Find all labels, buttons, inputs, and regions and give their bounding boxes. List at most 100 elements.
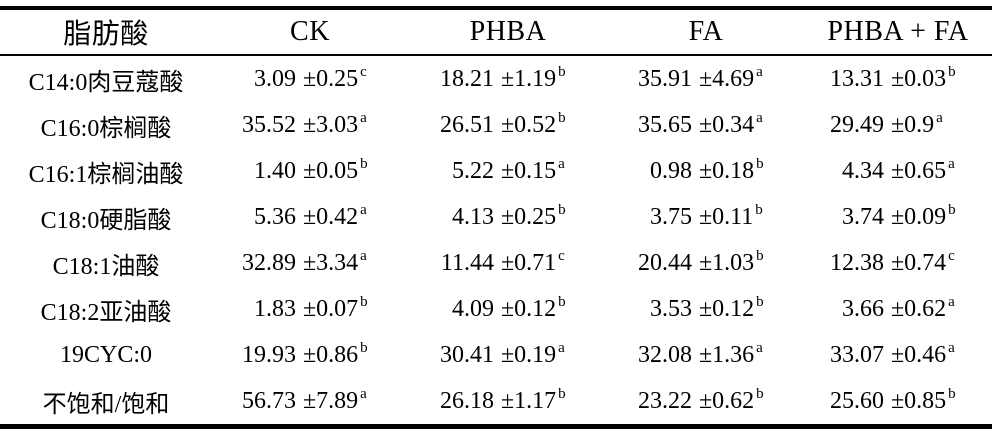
- mean-value: 29.49: [830, 111, 884, 138]
- mean-sd-group: 3.09 ±0.25 c: [234, 64, 386, 93]
- plus-minus-symbol: ±: [699, 157, 713, 184]
- sd-value: 0.12: [712, 295, 755, 322]
- value-cell: 26.51 ±0.52 b: [408, 102, 608, 148]
- sd-value: 0.74: [904, 249, 947, 276]
- plus-minus-symbol: ±: [699, 249, 713, 276]
- value-cell: 32.89 ±3.34 a: [212, 240, 408, 286]
- plus-minus-sd: ±0.09: [891, 204, 946, 231]
- fatty-acid-name: 19CYC:0: [59, 341, 152, 368]
- sd-value: 0.25: [316, 65, 359, 92]
- sd-value: 0.03: [904, 65, 947, 92]
- col-header-phba: PHBA: [408, 8, 608, 56]
- significance-letter: b: [756, 385, 764, 402]
- mean-value: 32.89: [242, 249, 296, 276]
- mean-value: 4.13: [452, 203, 494, 230]
- mean-sd-group: 33.07 ±0.46 a: [822, 340, 974, 369]
- significance-letter: a: [756, 109, 763, 126]
- plus-minus-symbol: ±: [501, 387, 515, 414]
- value-cell: 3.09 ±0.25 c: [212, 55, 408, 102]
- sd-value: 0.85: [904, 387, 947, 414]
- sd-value: 1.03: [712, 249, 755, 276]
- value-cell: 29.49 ±0.9 a: [804, 102, 992, 148]
- value-cell: 18.21 ±1.19 b: [408, 55, 608, 102]
- mean-sd-group: 23.22 ±0.62 b: [630, 385, 782, 415]
- plus-minus-symbol: ±: [699, 341, 713, 368]
- plus-minus-sd: ±3.34: [303, 250, 358, 277]
- sd-value: 0.19: [514, 341, 557, 368]
- fatty-acid-name: C18:2亚油酸: [40, 299, 172, 326]
- value-cell: 35.91 ±4.69 a: [608, 55, 804, 102]
- plus-minus-symbol: ±: [303, 203, 317, 230]
- mean-value: 35.91: [638, 65, 692, 92]
- significance-letter: a: [948, 293, 955, 310]
- plus-minus-symbol: ±: [891, 295, 905, 322]
- plus-minus-sd: ±0.05: [303, 158, 358, 185]
- significance-letter: b: [558, 63, 566, 80]
- sd-value: 0.25: [514, 203, 557, 230]
- plus-minus-symbol: ±: [303, 295, 317, 322]
- significance-letter: b: [360, 293, 368, 310]
- mean-value: 20.44: [638, 249, 692, 276]
- plus-minus-symbol: ±: [699, 203, 713, 230]
- plus-minus-symbol: ±: [891, 203, 905, 230]
- mean-value: 18.21: [440, 65, 494, 92]
- sd-value: 0.42: [316, 203, 359, 230]
- plus-minus-sd: ±1.19: [501, 66, 556, 93]
- significance-letter: a: [756, 63, 763, 80]
- mean-sd-group: 3.66 ±0.62 a: [822, 293, 974, 323]
- sd-value: 7.89: [316, 387, 359, 414]
- significance-letter: a: [936, 109, 943, 126]
- mean-value: 5.22: [452, 157, 494, 184]
- plus-minus-sd: ±0.46: [891, 342, 946, 369]
- fatty-acid-table: 脂肪酸 CK PHBA FA PHBA + FA C14:0肉豆蔻酸 3.09 ±0…: [0, 6, 992, 429]
- fatty-acid-name: C14:0肉豆蔻酸: [28, 69, 184, 96]
- plus-minus-sd: ±0.9: [891, 112, 934, 139]
- mean-value: 26.51: [440, 111, 494, 138]
- col-header-fa: FA: [608, 8, 804, 56]
- plus-minus-symbol: ±: [891, 341, 905, 368]
- plus-minus-sd: ±0.34: [699, 112, 754, 139]
- sd-value: 1.36: [712, 341, 755, 368]
- table-row: C18:1油酸 32.89 ±3.34 a 11.44 ±0.71 c 20.44 ±1.03 b…: [0, 240, 992, 286]
- significance-letter: b: [360, 155, 368, 172]
- sd-value: 0.65: [904, 157, 947, 184]
- plus-minus-symbol: ±: [699, 295, 713, 322]
- sd-value: 3.03: [316, 111, 359, 138]
- mean-sd-group: 25.60 ±0.85 b: [822, 385, 974, 415]
- plus-minus-symbol: ±: [303, 341, 317, 368]
- significance-letter: a: [558, 155, 565, 172]
- plus-minus-sd: ±0.65: [891, 158, 946, 185]
- value-cell: 4.09 ±0.12 b: [408, 286, 608, 332]
- mean-sd-group: 0.98 ±0.18 b: [630, 156, 782, 185]
- mean-value: 1.40: [254, 157, 296, 184]
- value-cell: 4.34 ±0.65 a: [804, 148, 992, 194]
- sd-value: 4.69: [712, 65, 755, 92]
- header-row: 脂肪酸 CK PHBA FA PHBA + FA: [0, 8, 992, 56]
- mean-sd-group: 4.13 ±0.25 b: [432, 202, 584, 231]
- fatty-acid-name: C16:0棕榈酸: [40, 115, 172, 142]
- plus-minus-sd: ±0.25: [303, 66, 358, 93]
- plus-minus-sd: ±0.62: [699, 388, 754, 415]
- plus-minus-sd: ±0.74: [891, 250, 946, 277]
- mean-value: 56.73: [242, 387, 296, 414]
- plus-minus-sd: ±0.62: [891, 296, 946, 323]
- sd-value: 0.62: [904, 295, 947, 322]
- mean-sd-group: 26.51 ±0.52 b: [432, 110, 584, 139]
- mean-sd-group: 26.18 ±1.17 b: [432, 386, 584, 415]
- sd-value: 0.12: [514, 295, 557, 322]
- value-cell: 13.31 ±0.03 b: [804, 55, 992, 102]
- plus-minus-symbol: ±: [891, 249, 905, 276]
- plus-minus-symbol: ±: [303, 111, 317, 138]
- fatty-acid-name: C18:1油酸: [52, 253, 160, 280]
- significance-letter: b: [948, 63, 956, 80]
- significance-letter: b: [948, 385, 956, 402]
- sd-value: 0.62: [712, 387, 755, 414]
- plus-minus-symbol: ±: [501, 295, 515, 322]
- significance-letter: b: [360, 339, 368, 356]
- table-row: 19CYC:0 19.93 ±0.86 b 30.41 ±0.19 a 32.08 ±1.36 a…: [0, 332, 992, 378]
- value-cell: 3.75 ±0.11 b: [608, 194, 804, 240]
- significance-letter: b: [948, 201, 956, 218]
- mean-sd-group: 5.22 ±0.15 a: [432, 155, 584, 185]
- value-cell: 33.07 ±0.46 a: [804, 332, 992, 378]
- mean-value: 33.07: [830, 341, 884, 368]
